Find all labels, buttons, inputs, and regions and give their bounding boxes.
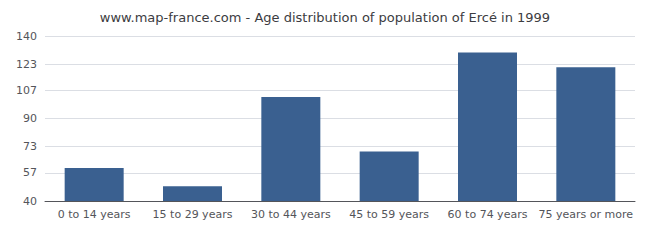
svg-text:0 to 14 years: 0 to 14 years bbox=[58, 208, 131, 221]
svg-text:45 to 59 years: 45 to 59 years bbox=[349, 208, 429, 221]
svg-text:140: 140 bbox=[16, 30, 37, 43]
svg-text:60 to 74 years: 60 to 74 years bbox=[448, 208, 528, 221]
svg-text:40: 40 bbox=[23, 195, 37, 208]
svg-text:75 years or more: 75 years or more bbox=[539, 208, 634, 221]
svg-text:30 to 44 years: 30 to 44 years bbox=[251, 208, 331, 221]
svg-text:15 to 29 years: 15 to 29 years bbox=[153, 208, 233, 221]
svg-text:123: 123 bbox=[16, 58, 37, 71]
svg-text:90: 90 bbox=[23, 112, 37, 125]
svg-text:www.map-france.com - Age distr: www.map-france.com - Age distribution of… bbox=[100, 10, 550, 25]
svg-text:57: 57 bbox=[23, 166, 37, 179]
svg-text:107: 107 bbox=[16, 84, 37, 97]
svg-text:73: 73 bbox=[23, 140, 37, 153]
